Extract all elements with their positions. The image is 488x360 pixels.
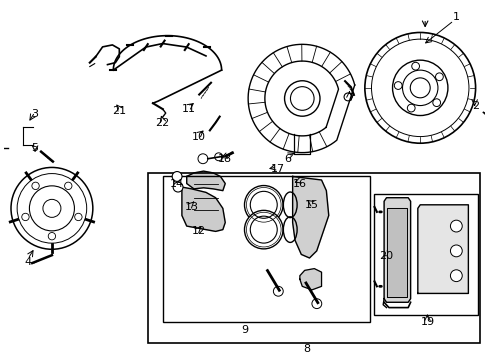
Text: 6: 6: [284, 154, 291, 164]
Polygon shape: [292, 176, 328, 258]
Text: 16: 16: [292, 179, 306, 189]
Circle shape: [364, 32, 475, 143]
Circle shape: [172, 171, 182, 181]
Bar: [374, 194, 477, 315]
Polygon shape: [386, 208, 407, 297]
Polygon shape: [384, 198, 410, 302]
Text: 12: 12: [191, 226, 205, 237]
Circle shape: [11, 167, 93, 249]
Polygon shape: [247, 44, 354, 153]
Text: 22: 22: [155, 118, 169, 128]
Text: 7: 7: [346, 94, 353, 103]
Circle shape: [449, 220, 461, 232]
Text: 19: 19: [420, 318, 434, 328]
Text: 13: 13: [184, 202, 198, 212]
Circle shape: [449, 270, 461, 282]
Text: 4: 4: [24, 257, 31, 266]
Text: 8: 8: [303, 344, 310, 354]
Text: 1: 1: [452, 12, 459, 22]
Polygon shape: [182, 187, 225, 231]
Polygon shape: [417, 205, 468, 293]
Polygon shape: [186, 171, 225, 191]
Text: 9: 9: [241, 325, 247, 334]
Circle shape: [244, 210, 283, 249]
Circle shape: [173, 182, 183, 192]
Text: 11: 11: [182, 104, 196, 114]
Text: 15: 15: [305, 200, 318, 210]
Text: 20: 20: [379, 251, 393, 261]
Bar: [148, 173, 479, 343]
Text: 14: 14: [170, 179, 184, 189]
Bar: [163, 176, 369, 322]
Text: 5: 5: [32, 143, 39, 153]
Text: 18: 18: [218, 154, 232, 164]
Text: 3: 3: [32, 109, 39, 120]
Text: 2: 2: [471, 100, 478, 111]
Circle shape: [449, 245, 461, 257]
Polygon shape: [299, 269, 321, 290]
Circle shape: [284, 81, 319, 116]
Text: 21: 21: [112, 106, 126, 116]
Text: 10: 10: [191, 132, 205, 143]
Text: 17: 17: [270, 165, 285, 174]
Circle shape: [392, 60, 447, 116]
Circle shape: [244, 185, 283, 224]
